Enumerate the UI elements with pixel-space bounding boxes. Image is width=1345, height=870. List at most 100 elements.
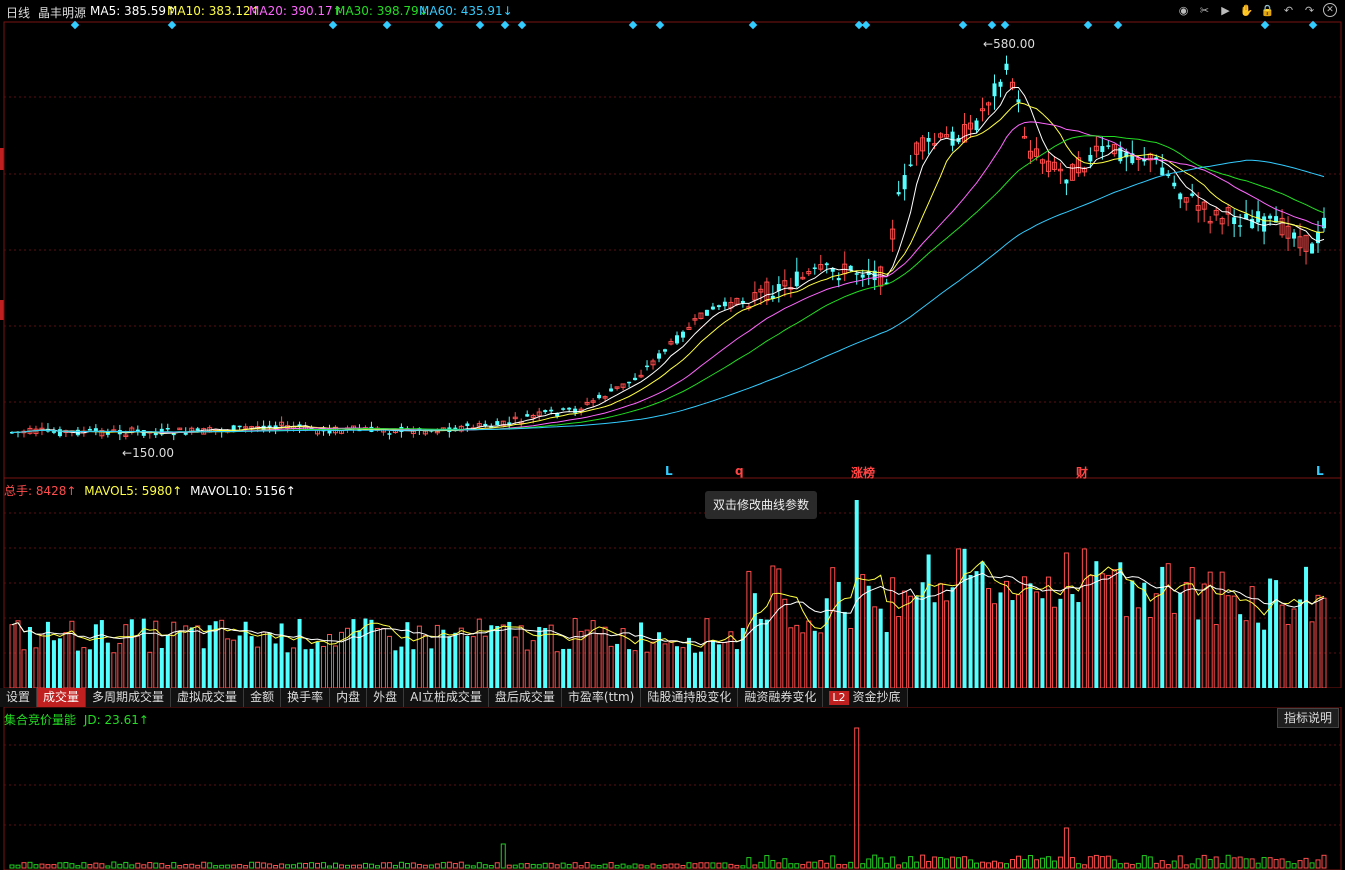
event-marker-l[interactable]: L — [665, 464, 673, 478]
volume-bar — [105, 642, 110, 688]
auction-bar — [1183, 864, 1189, 869]
scissors-icon[interactable]: ✂ — [1199, 4, 1210, 17]
auction-bar — [716, 862, 722, 869]
candle-body — [573, 408, 578, 413]
auction-bar — [776, 862, 782, 869]
volume-bar — [297, 618, 302, 688]
volume-bar — [824, 598, 829, 688]
volume-bar — [369, 619, 374, 688]
tab-5[interactable]: 换手率 — [281, 688, 331, 707]
auction-bar — [1261, 857, 1267, 869]
auction-bar — [1117, 863, 1123, 869]
tab-9[interactable]: 盘后成交量 — [488, 688, 562, 707]
auction-bar — [1057, 856, 1063, 869]
tab-11[interactable]: 陆股通持股变化 — [641, 688, 739, 707]
volume-bar — [429, 648, 434, 688]
tab-10[interactable]: 市盈率(ttm) — [561, 688, 642, 707]
indicator-help-button[interactable]: 指标说明 — [1276, 708, 1339, 728]
volume-bar — [207, 625, 212, 688]
lock-icon[interactable]: 🔒 — [1260, 4, 1275, 17]
candle-body — [261, 425, 266, 431]
auction-bar — [848, 861, 854, 869]
volume-bar — [1196, 619, 1201, 688]
mavol5-label: MAVOL5: 5980↑ — [84, 484, 183, 498]
volume-bar — [1033, 591, 1039, 689]
candle-body — [776, 284, 781, 292]
volume-bar — [1171, 612, 1177, 689]
candle-body — [476, 423, 482, 427]
event-marker-l2[interactable]: L — [1316, 464, 1324, 478]
event-marker-rank[interactable]: 涨榜 — [851, 466, 876, 480]
tab-8[interactable]: AI立桩成交量 — [404, 688, 489, 707]
auction-bar — [530, 863, 536, 869]
volume-bar — [914, 596, 919, 688]
volume-bar — [1298, 599, 1303, 688]
candle-body — [153, 431, 158, 436]
tab-2[interactable]: 多周期成交量 — [86, 688, 172, 707]
candle-body — [938, 133, 944, 138]
candle-body — [183, 432, 188, 435]
volume-bar — [620, 628, 626, 689]
volume-bar — [884, 632, 889, 688]
volume-bar — [344, 627, 350, 689]
auction-bar — [321, 862, 327, 869]
auction-bar — [21, 862, 27, 869]
tab-label: 换手率 — [287, 690, 324, 704]
volume-bar — [512, 636, 518, 689]
auction-bar — [1321, 854, 1327, 869]
candle-body — [710, 306, 715, 310]
candle-body — [93, 428, 98, 432]
auction-bar — [536, 864, 542, 869]
candle-body — [171, 433, 176, 436]
tab-3[interactable]: 虚拟成交量 — [171, 688, 245, 707]
hand-icon[interactable]: ✋ — [1239, 4, 1254, 17]
auction-bar — [1093, 854, 1099, 869]
volume-bar — [374, 627, 380, 689]
volume-bar — [974, 571, 979, 688]
auction-bar — [368, 863, 374, 869]
auction-bar — [51, 864, 57, 869]
candle-body — [818, 264, 824, 270]
auction-bar — [33, 864, 39, 869]
tab-0[interactable]: 设置 — [0, 688, 38, 707]
auction-bar — [596, 864, 602, 869]
play-icon[interactable]: ▶ — [1221, 4, 1230, 17]
tab-13[interactable]: L2 资金抄底 — [823, 688, 908, 707]
candle-body — [680, 331, 685, 338]
volume-bar — [794, 624, 800, 689]
volume-bar — [782, 598, 788, 689]
auction-bar — [374, 865, 380, 869]
auction-bar — [1189, 863, 1195, 869]
event-marker-q[interactable]: q — [735, 464, 744, 478]
volume-bar — [686, 637, 691, 688]
candle-body — [657, 353, 662, 359]
candle-body — [1303, 234, 1309, 252]
auction-bar — [1123, 862, 1129, 869]
ma5-line — [11, 86, 1325, 435]
eye-icon[interactable]: ◉ — [1178, 4, 1189, 17]
tab-12[interactable]: 融资融券变化 — [738, 688, 824, 707]
chart-toolbar: ◉ ✂ ▶ ✋ 🔒 ↶ ↷ ✕ — [1176, 3, 1337, 21]
tab-4[interactable]: 金额 — [244, 688, 282, 707]
ma10-line — [11, 102, 1325, 434]
volume-bar — [434, 624, 440, 689]
candle-body — [1069, 164, 1075, 181]
auction-bar — [1105, 855, 1111, 869]
tab-7[interactable]: 外盘 — [367, 688, 405, 707]
auction-bar — [416, 863, 422, 869]
candle-body — [135, 429, 140, 432]
tab-6[interactable]: 内盘 — [330, 688, 368, 707]
chart-header: 日线 晶丰明源 MA5: 385.59↑ MA10: 383.12↑ MA20:… — [0, 0, 1345, 22]
redo-icon[interactable]: ↷ — [1304, 4, 1315, 17]
auction-bar — [1147, 856, 1153, 869]
candle-body — [998, 81, 1003, 87]
undo-icon[interactable]: ↶ — [1283, 4, 1294, 17]
volume-bar — [1309, 621, 1315, 689]
auction-bar — [398, 861, 404, 869]
period-label[interactable]: 日线 — [6, 6, 31, 20]
event-marker-finance[interactable]: 财 — [1076, 466, 1089, 480]
close-icon[interactable]: ✕ — [1323, 3, 1337, 17]
tab-1[interactable]: 成交量 — [37, 688, 87, 707]
candle-body — [195, 428, 200, 431]
